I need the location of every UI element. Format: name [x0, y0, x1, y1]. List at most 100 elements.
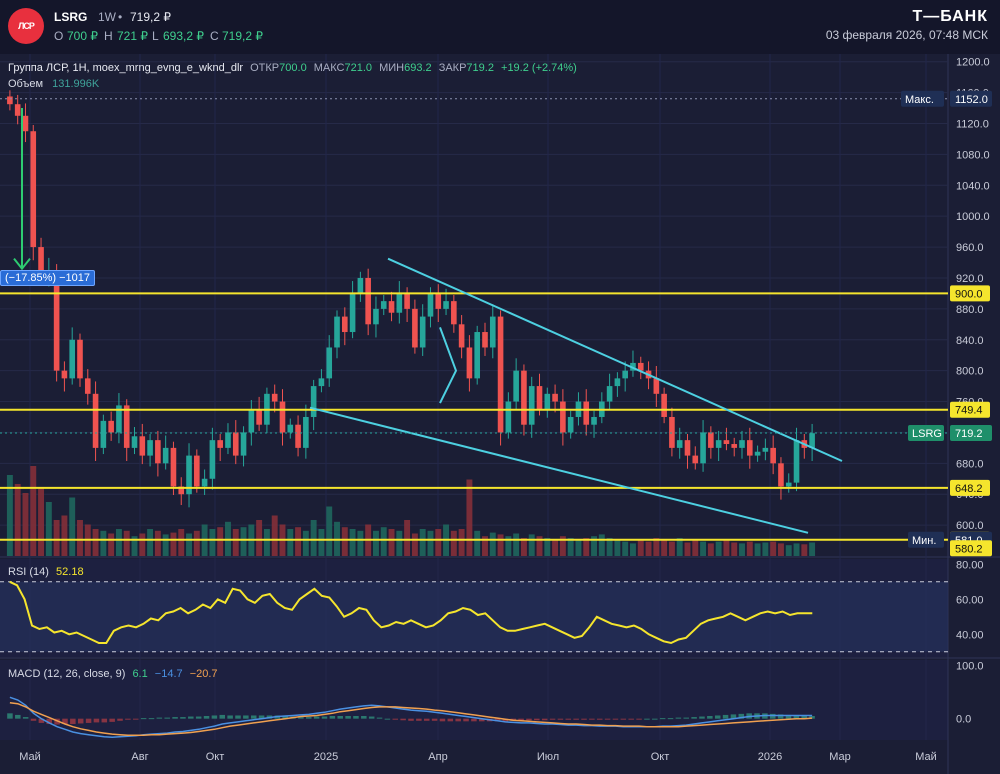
volume-bar — [123, 530, 130, 556]
volume-bar — [419, 529, 426, 556]
rsi-tick-label: 80.00 — [956, 559, 984, 571]
candle-body — [318, 378, 325, 387]
macd-histogram-bar — [313, 716, 320, 719]
rsi-value: 52.18 — [56, 566, 84, 578]
macd-histogram-bar — [62, 718, 68, 724]
candle-body — [279, 401, 286, 433]
macd-histogram-bar — [801, 715, 807, 719]
macd-histogram-bar — [502, 718, 509, 722]
volume-bar — [61, 515, 68, 556]
candle-body — [240, 432, 247, 456]
macd-histogram-bar — [479, 718, 485, 722]
candle-body — [637, 362, 644, 371]
macd-histogram-bar — [38, 718, 45, 723]
volume-bars — [6, 466, 816, 556]
axis-tag-name: Макс. — [905, 94, 934, 106]
volume-bar — [232, 529, 239, 556]
upper-trendline — [387, 257, 843, 462]
macd-histogram-bar — [494, 718, 501, 722]
volume-bar — [622, 541, 629, 556]
ohlc-close-value: 719,2 ₽ — [222, 29, 263, 43]
candle-body — [194, 455, 200, 487]
macd-value-hist: 6.1 — [132, 668, 148, 680]
macd-histogram-bar — [596, 718, 603, 720]
volume-bar — [684, 542, 691, 556]
price-tick-label: 1040.0 — [956, 180, 990, 192]
volume-bar — [653, 538, 660, 556]
datetime: 03 февраля 2026, 07:48 МСК — [825, 28, 988, 42]
candle-body — [209, 440, 216, 479]
macd-histogram-bar — [691, 717, 697, 719]
ohlc-high-value: 721 ₽ — [117, 29, 148, 43]
candle-body — [108, 420, 114, 433]
lower-trendline — [309, 406, 809, 534]
top-bar: ЛСР LSRG 1W • 719,2 ₽ O 700 ₽ H 721 ₽ L … — [0, 0, 1000, 54]
candle-body — [669, 416, 675, 448]
volume-bar — [295, 527, 302, 556]
volume-bar — [271, 515, 278, 556]
axis-tag-value: 719.2 — [955, 428, 983, 440]
volume-bar — [528, 534, 535, 556]
legend-change: +19.2 (+2.74%) — [501, 62, 577, 74]
price-tick-label: 1120.0 — [956, 119, 989, 131]
ohlc-open-key: O — [54, 29, 64, 43]
candle-body — [676, 440, 683, 448]
volume-bar — [723, 539, 730, 556]
volume-bar — [793, 543, 800, 556]
macd-histogram-bar — [565, 718, 572, 720]
volume-bar — [45, 502, 52, 556]
volume-bar — [661, 539, 668, 556]
macd-histogram-bar — [809, 716, 815, 719]
macd-histogram-bar — [188, 716, 194, 719]
measure-label: (−17.85%) −1017 — [0, 270, 96, 286]
volume-bar — [754, 543, 761, 556]
time-tick-label: 2026 — [758, 751, 782, 763]
macd-histogram-bar — [30, 718, 37, 721]
macd-histogram-bar — [156, 717, 163, 719]
macd-histogram-bar — [282, 716, 288, 719]
macd-histogram-bar — [337, 716, 343, 719]
candle-body — [178, 486, 185, 495]
macd-histogram-bar — [77, 718, 84, 724]
candle-body — [739, 440, 745, 448]
candle-body — [271, 393, 278, 402]
candle-body — [560, 401, 566, 433]
candle-body — [256, 409, 262, 425]
price-tick-label: 680.0 — [956, 458, 984, 470]
price-chart[interactable]: 1200.01160.01120.01080.01040.01000.0960.… — [0, 54, 1000, 774]
rsi-tick-label: 60.00 — [956, 594, 984, 606]
ticker-symbol[interactable]: LSRG — [54, 10, 88, 24]
macd-histogram-bar — [431, 718, 438, 721]
candle-body — [310, 386, 317, 417]
volume-value: 131.996K — [52, 78, 100, 90]
macd-histogram-bar — [652, 718, 658, 720]
macd-histogram-bar — [148, 718, 155, 720]
macd-histogram-bar — [298, 717, 304, 719]
candle-body — [692, 455, 699, 464]
candle-body — [731, 444, 738, 448]
macd-histogram-bar — [589, 718, 595, 720]
rsi-band — [0, 581, 948, 652]
volume-bar — [567, 538, 574, 556]
volume-bar — [427, 530, 434, 556]
candle-body — [762, 447, 769, 452]
volume-bar — [131, 536, 138, 556]
volume-bar — [318, 529, 325, 556]
candle-body — [232, 432, 239, 456]
macd-histogram-bar — [730, 714, 737, 719]
macd-histogram-bar — [109, 718, 115, 722]
volume-bar — [505, 536, 512, 556]
volume-legend: Объем 131.996K — [8, 78, 99, 90]
volume-bar — [178, 529, 185, 556]
candle-body — [303, 416, 309, 448]
volume-bar — [302, 530, 309, 556]
candle-body — [155, 440, 161, 464]
volume-label: Объем — [8, 78, 44, 90]
axis-tag-value-bg — [950, 425, 992, 442]
ohlc-high-key: H — [104, 29, 113, 43]
macd-histogram-bar — [203, 716, 210, 719]
interval-label[interactable]: 1W — [98, 10, 116, 24]
macd-histogram-bar — [101, 718, 108, 723]
candle-body — [349, 293, 356, 333]
candle-body — [591, 416, 597, 425]
